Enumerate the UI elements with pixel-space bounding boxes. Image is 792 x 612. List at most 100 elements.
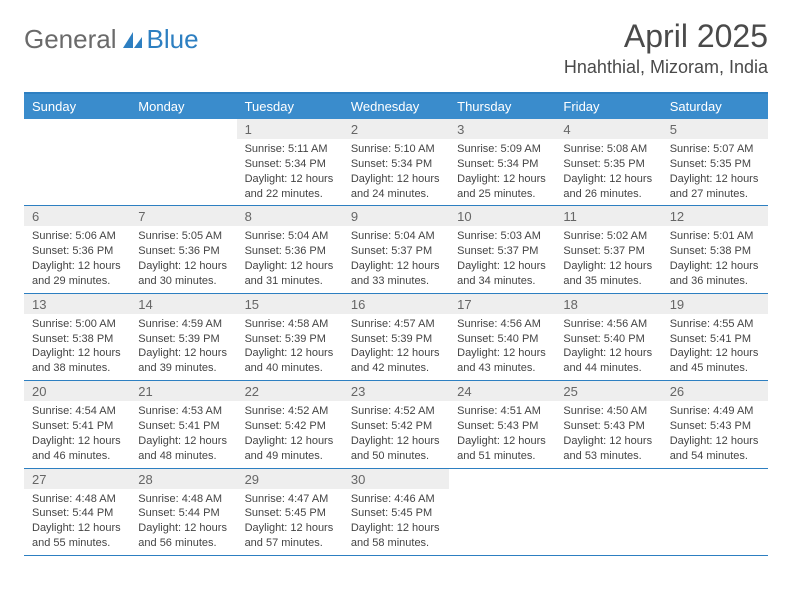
calendar-body: 1Sunrise: 5:11 AMSunset: 5:34 PMDaylight… [24,119,768,555]
day-number: 12 [662,206,768,226]
calendar-day-cell [555,468,661,555]
day-details: Sunrise: 4:52 AMSunset: 5:42 PMDaylight:… [343,401,449,467]
day-details: Sunrise: 4:47 AMSunset: 5:45 PMDaylight:… [237,489,343,555]
day-number: 9 [343,206,449,226]
day-number: 21 [130,381,236,401]
calendar-day-cell: 3Sunrise: 5:09 AMSunset: 5:34 PMDaylight… [449,119,555,206]
day-details: Sunrise: 5:04 AMSunset: 5:37 PMDaylight:… [343,226,449,292]
day-details: Sunrise: 4:51 AMSunset: 5:43 PMDaylight:… [449,401,555,467]
calendar-day-cell: 1Sunrise: 5:11 AMSunset: 5:34 PMDaylight… [237,119,343,206]
day-number: 10 [449,206,555,226]
day-number: 14 [130,294,236,314]
calendar-day-cell: 8Sunrise: 5:04 AMSunset: 5:36 PMDaylight… [237,206,343,293]
calendar-table: SundayMondayTuesdayWednesdayThursdayFrid… [24,92,768,556]
logo-sail-icon [122,30,144,50]
day-details: Sunrise: 5:11 AMSunset: 5:34 PMDaylight:… [237,139,343,205]
day-number: 30 [343,469,449,489]
day-number: 18 [555,294,661,314]
day-details: Sunrise: 4:52 AMSunset: 5:42 PMDaylight:… [237,401,343,467]
calendar-week-row: 6Sunrise: 5:06 AMSunset: 5:36 PMDaylight… [24,206,768,293]
day-details: Sunrise: 4:55 AMSunset: 5:41 PMDaylight:… [662,314,768,380]
logo-word-general: General [24,24,117,55]
weekday-header-row: SundayMondayTuesdayWednesdayThursdayFrid… [24,93,768,119]
calendar-day-cell [130,119,236,206]
day-number: 16 [343,294,449,314]
calendar-day-cell: 16Sunrise: 4:57 AMSunset: 5:39 PMDayligh… [343,293,449,380]
day-number: 26 [662,381,768,401]
day-number: 4 [555,119,661,139]
title-block: April 2025 Hnahthial, Mizoram, India [564,18,768,78]
day-number: 1 [237,119,343,139]
calendar-day-cell: 10Sunrise: 5:03 AMSunset: 5:37 PMDayligh… [449,206,555,293]
calendar-day-cell: 23Sunrise: 4:52 AMSunset: 5:42 PMDayligh… [343,381,449,468]
day-details: Sunrise: 4:48 AMSunset: 5:44 PMDaylight:… [130,489,236,555]
day-number: 11 [555,206,661,226]
weekday-header: Thursday [449,93,555,119]
calendar-day-cell [662,468,768,555]
calendar-day-cell: 7Sunrise: 5:05 AMSunset: 5:36 PMDaylight… [130,206,236,293]
day-details: Sunrise: 5:10 AMSunset: 5:34 PMDaylight:… [343,139,449,205]
calendar-day-cell: 4Sunrise: 5:08 AMSunset: 5:35 PMDaylight… [555,119,661,206]
day-number: 24 [449,381,555,401]
weekday-header: Friday [555,93,661,119]
calendar-day-cell: 20Sunrise: 4:54 AMSunset: 5:41 PMDayligh… [24,381,130,468]
calendar-day-cell: 21Sunrise: 4:53 AMSunset: 5:41 PMDayligh… [130,381,236,468]
day-details: Sunrise: 4:59 AMSunset: 5:39 PMDaylight:… [130,314,236,380]
day-details: Sunrise: 5:00 AMSunset: 5:38 PMDaylight:… [24,314,130,380]
day-details: Sunrise: 4:48 AMSunset: 5:44 PMDaylight:… [24,489,130,555]
day-number: 23 [343,381,449,401]
weekday-header: Sunday [24,93,130,119]
calendar-day-cell: 29Sunrise: 4:47 AMSunset: 5:45 PMDayligh… [237,468,343,555]
day-details: Sunrise: 4:58 AMSunset: 5:39 PMDaylight:… [237,314,343,380]
calendar-day-cell: 5Sunrise: 5:07 AMSunset: 5:35 PMDaylight… [662,119,768,206]
day-number: 27 [24,469,130,489]
header: General Blue April 2025 Hnahthial, Mizor… [24,18,768,78]
calendar-day-cell: 17Sunrise: 4:56 AMSunset: 5:40 PMDayligh… [449,293,555,380]
day-details: Sunrise: 5:03 AMSunset: 5:37 PMDaylight:… [449,226,555,292]
day-details: Sunrise: 4:53 AMSunset: 5:41 PMDaylight:… [130,401,236,467]
calendar-day-cell: 9Sunrise: 5:04 AMSunset: 5:37 PMDaylight… [343,206,449,293]
weekday-header: Wednesday [343,93,449,119]
day-details: Sunrise: 4:57 AMSunset: 5:39 PMDaylight:… [343,314,449,380]
weekday-header: Monday [130,93,236,119]
logo: General Blue [24,18,199,55]
calendar-day-cell [449,468,555,555]
calendar-day-cell: 12Sunrise: 5:01 AMSunset: 5:38 PMDayligh… [662,206,768,293]
calendar-day-cell: 19Sunrise: 4:55 AMSunset: 5:41 PMDayligh… [662,293,768,380]
calendar-week-row: 13Sunrise: 5:00 AMSunset: 5:38 PMDayligh… [24,293,768,380]
day-number: 2 [343,119,449,139]
day-details: Sunrise: 5:06 AMSunset: 5:36 PMDaylight:… [24,226,130,292]
calendar-day-cell: 14Sunrise: 4:59 AMSunset: 5:39 PMDayligh… [130,293,236,380]
weekday-header: Saturday [662,93,768,119]
day-details: Sunrise: 5:04 AMSunset: 5:36 PMDaylight:… [237,226,343,292]
day-number: 7 [130,206,236,226]
day-number: 19 [662,294,768,314]
day-number: 5 [662,119,768,139]
weekday-header: Tuesday [237,93,343,119]
day-number: 8 [237,206,343,226]
calendar-day-cell: 15Sunrise: 4:58 AMSunset: 5:39 PMDayligh… [237,293,343,380]
day-number: 29 [237,469,343,489]
calendar-day-cell: 2Sunrise: 5:10 AMSunset: 5:34 PMDaylight… [343,119,449,206]
day-details: Sunrise: 5:07 AMSunset: 5:35 PMDaylight:… [662,139,768,205]
calendar-day-cell: 26Sunrise: 4:49 AMSunset: 5:43 PMDayligh… [662,381,768,468]
day-number: 17 [449,294,555,314]
day-details: Sunrise: 5:05 AMSunset: 5:36 PMDaylight:… [130,226,236,292]
calendar-day-cell: 22Sunrise: 4:52 AMSunset: 5:42 PMDayligh… [237,381,343,468]
page-title: April 2025 [564,18,768,55]
day-number: 28 [130,469,236,489]
calendar-day-cell: 24Sunrise: 4:51 AMSunset: 5:43 PMDayligh… [449,381,555,468]
calendar-day-cell: 6Sunrise: 5:06 AMSunset: 5:36 PMDaylight… [24,206,130,293]
calendar-day-cell [24,119,130,206]
day-details: Sunrise: 4:50 AMSunset: 5:43 PMDaylight:… [555,401,661,467]
day-details: Sunrise: 4:56 AMSunset: 5:40 PMDaylight:… [449,314,555,380]
calendar-day-cell: 30Sunrise: 4:46 AMSunset: 5:45 PMDayligh… [343,468,449,555]
day-details: Sunrise: 5:09 AMSunset: 5:34 PMDaylight:… [449,139,555,205]
day-details: Sunrise: 4:46 AMSunset: 5:45 PMDaylight:… [343,489,449,555]
calendar-day-cell: 27Sunrise: 4:48 AMSunset: 5:44 PMDayligh… [24,468,130,555]
calendar-week-row: 27Sunrise: 4:48 AMSunset: 5:44 PMDayligh… [24,468,768,555]
day-details: Sunrise: 4:54 AMSunset: 5:41 PMDaylight:… [24,401,130,467]
day-number: 3 [449,119,555,139]
day-details: Sunrise: 5:08 AMSunset: 5:35 PMDaylight:… [555,139,661,205]
day-number: 15 [237,294,343,314]
